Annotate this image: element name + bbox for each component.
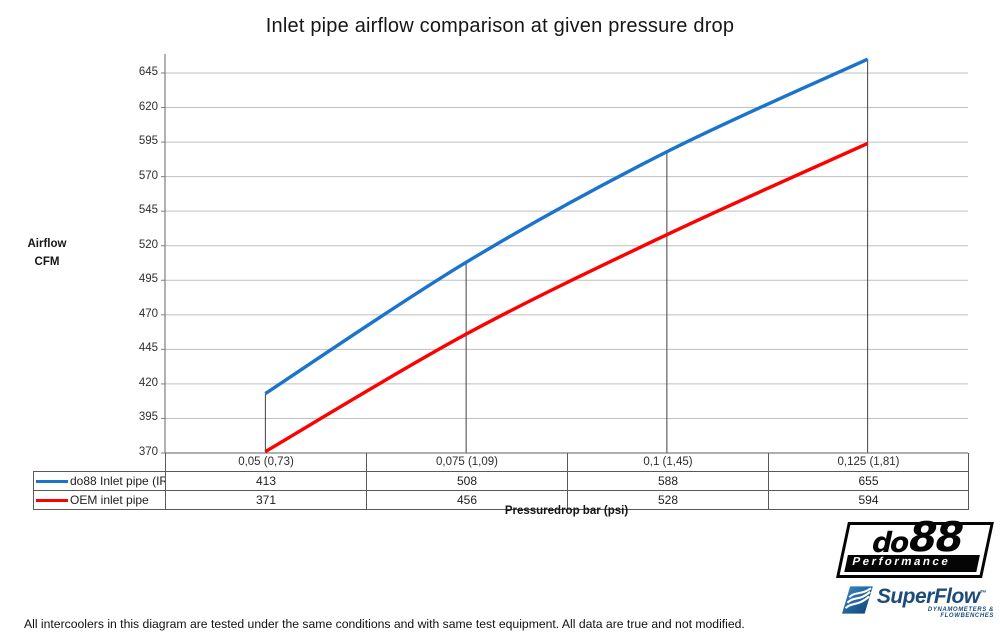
category-header-cell: 0,05 (0,73) [165,453,367,472]
do88-logo: do 88 Performance [836,513,994,578]
series-label: OEM inlet pipe [70,493,149,507]
category-header-cell: 0,075 (1,09) [366,453,568,472]
value-cell: 456 [366,490,568,510]
y-tick-label: 620 [138,100,158,113]
category-header-row: 0,05 (0,73) 0,075 (1,09) 0,1 (1,45) 0,12… [34,453,969,472]
superflow-logo-text: SuperFlow™ DYNAMOMETERS & FLOWBENCHES [877,586,1000,619]
x-axis-title: Pressuredrop bar (psi) [504,505,629,517]
y-tick-label: 470 [138,307,158,320]
value-cell: 588 [567,471,769,491]
chart-title: Inlet pipe airflow comparison at given p… [265,15,735,37]
y-tick-label: 445 [138,342,158,355]
value-cell: 528 [567,490,769,510]
y-tick-label: 520 [138,238,158,251]
y-tick-label: 420 [138,376,158,389]
value-cell: 371 [165,490,367,510]
value-cell: 594 [768,490,969,510]
superflow-logo: SuperFlow™ DYNAMOMETERS & FLOWBENCHES [842,586,1000,619]
y-tick-label: 595 [138,135,158,148]
value-cell: 655 [768,471,969,491]
do88-logo-frame: do 88 Performance [836,513,994,578]
table-row-do88: do88 Inlet pipe (IR-140) 413 508 588 655 [33,471,969,491]
value-cell: 508 [366,471,568,491]
series-line [264,141,869,454]
series-label: do88 Inlet pipe (IR-140) [70,474,165,488]
legend-swatch [36,498,68,502]
legend-swatch [36,479,68,483]
footer-disclaimer: All intercoolers in this diagram are tes… [24,617,745,631]
data-table: 0,05 (0,73) 0,075 (1,09) 0,1 (1,45) 0,12… [33,453,969,510]
y-tick-label: 370 [138,446,158,458]
value-cell: 413 [165,471,367,491]
y-tick-label: 495 [138,273,158,286]
y-tick-label: 570 [138,169,158,182]
do88-performance-bar: Performance [844,554,980,572]
y-tick-label: 645 [138,66,158,78]
empty-corner-cell [34,453,166,472]
category-header-cell: 0,1 (1,45) [567,453,769,472]
legend-cell-do88: do88 Inlet pipe (IR-140) [33,471,166,491]
trademark-symbol: ™ [979,590,987,597]
legend-cell-oem: OEM inlet pipe [33,490,166,510]
series-line [264,57,869,396]
superflow-tagline: DYNAMOMETERS & FLOWBENCHES [927,607,994,619]
do88-logo-text: do 88 [868,513,968,561]
y-tick-label: 545 [138,204,158,217]
category-header-cell: 0,125 (1,81) [768,453,969,472]
y-tick-label: 395 [138,411,158,424]
y-axis-title: Airflow CFM [27,238,67,268]
superflow-waves-icon [842,586,873,614]
table-row-oem: OEM inlet pipe 371 456 528 594 [33,490,969,510]
